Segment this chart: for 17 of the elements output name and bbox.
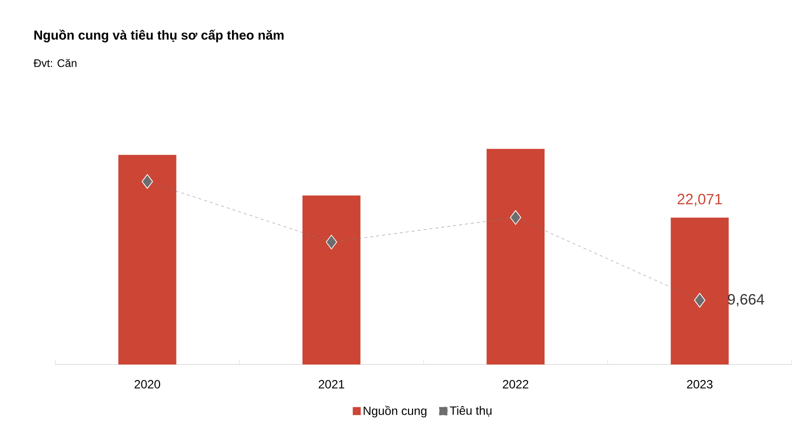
bar xyxy=(302,196,360,365)
chart-title: Nguồn cung và tiêu thụ sơ cấp theo năm xyxy=(34,30,284,42)
x-tick-label: 2020 xyxy=(134,380,160,389)
x-tick-label: 2022 xyxy=(502,380,528,389)
x-tick-label: 2023 xyxy=(687,380,712,389)
bar xyxy=(670,218,729,365)
data-label: 22,071 xyxy=(678,194,722,206)
point xyxy=(694,292,706,308)
legend-label: Nguồn cung xyxy=(364,406,426,418)
legend-label: Tiêu thụ xyxy=(450,406,492,417)
point xyxy=(326,234,338,250)
point xyxy=(142,174,153,190)
chart-subtitle: Đvt: Căn xyxy=(34,59,76,68)
bar xyxy=(486,149,545,365)
bar xyxy=(118,155,176,365)
point xyxy=(510,210,522,225)
x-tick-label: 2021 xyxy=(318,380,344,389)
